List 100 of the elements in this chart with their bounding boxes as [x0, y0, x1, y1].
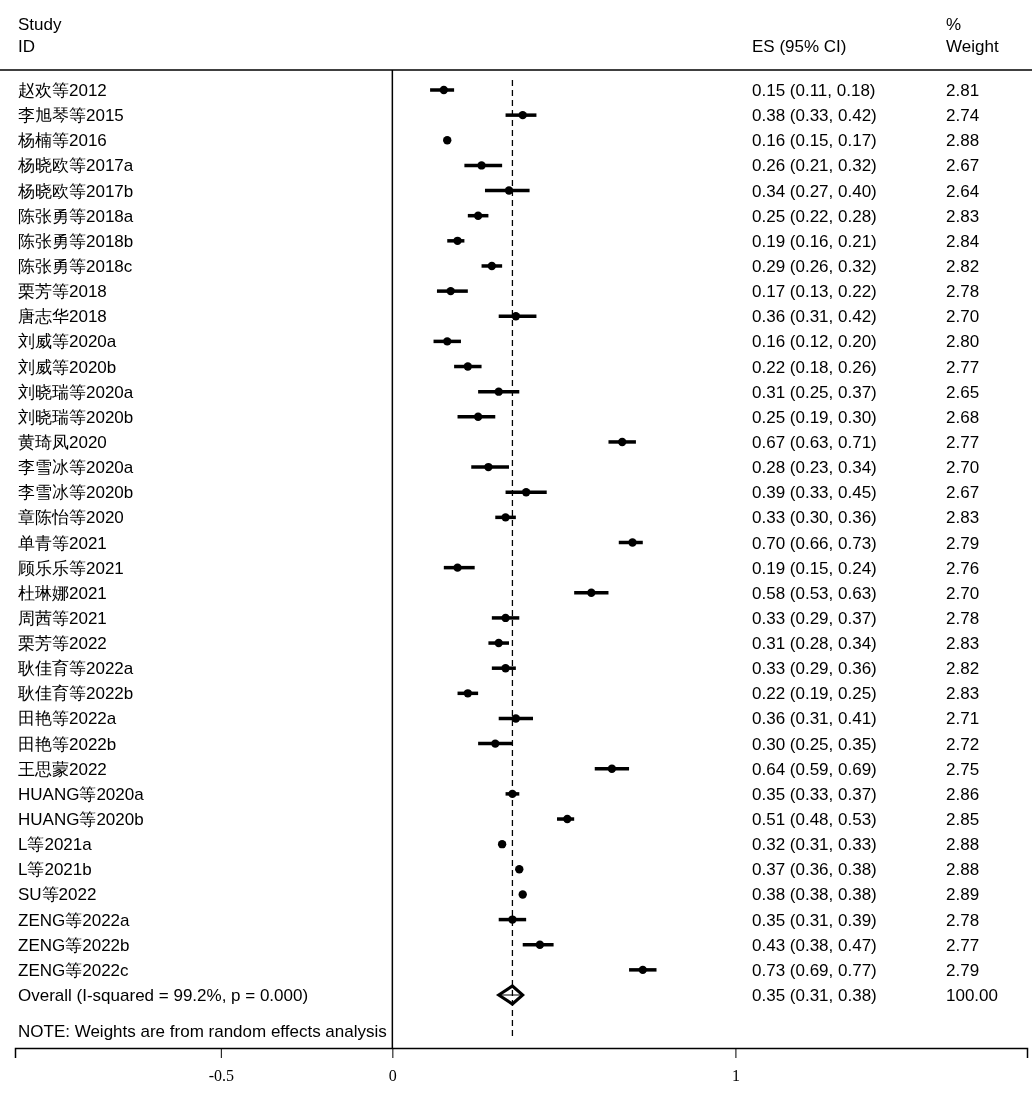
y-tick-label: 赵欢等2012: [18, 81, 107, 100]
annotation: 0.39 (0.33, 0.45): [752, 483, 877, 503]
y-tick-label: 单青等2021: [18, 533, 107, 553]
annotation: 0.35 (0.33, 0.37): [752, 784, 877, 804]
annotation: 0.32 (0.31, 0.33): [752, 835, 877, 855]
annotation: 2.76: [946, 558, 980, 578]
annotation: 2.86: [946, 784, 980, 804]
annotation: 2.83: [946, 206, 980, 226]
annotation: 0.28 (0.23, 0.34): [752, 458, 877, 478]
y-tick-label: 耿佳育等2022b: [18, 684, 134, 704]
y-tick-label: 杜琳娜2021: [18, 583, 107, 603]
annotation: 2.78: [946, 910, 980, 930]
annotation: 2.77: [946, 935, 980, 955]
y-axis-title: Study ID: [18, 15, 62, 56]
annotation: 2.83: [946, 508, 980, 528]
y-tick-label: 刘威等2020a: [18, 332, 117, 352]
annotation: 2.65: [946, 382, 980, 402]
annotation: 2.83: [946, 684, 980, 704]
annotation: 0.22 (0.19, 0.25): [752, 684, 877, 704]
annotation: 2.83: [946, 634, 980, 654]
annotation: 0.67 (0.63, 0.71): [752, 432, 877, 452]
y-tick-label: 李旭琴等2015: [18, 106, 124, 126]
annotation: 0.15 (0.11, 0.18): [752, 81, 876, 100]
y-tick-label: HUANG等2020a: [18, 784, 145, 804]
y-tick-label: SU等2022: [18, 885, 97, 905]
annotation: 0.17 (0.13, 0.22): [752, 282, 877, 302]
annotation: 2.67: [946, 156, 980, 176]
y-tick-label: 周茜等2021: [18, 608, 107, 628]
y-tick-label: 陈张勇等2018a: [18, 206, 134, 226]
annotation: 0.22 (0.18, 0.26): [752, 357, 877, 377]
y-tick-label: ZENG等2022a: [18, 910, 131, 930]
annotation: 2.68: [946, 407, 980, 427]
x-tick-label: -0.5: [208, 1067, 234, 1085]
annotation: 2.85: [946, 810, 980, 830]
y-tick-label: 刘晓瑞等2020a: [18, 382, 134, 402]
y-tick-label: ZENG等2022c: [18, 960, 130, 980]
annotation: 2.64: [946, 181, 980, 201]
annotation: 0.70 (0.66, 0.73): [752, 533, 877, 553]
annotation: 2.79: [946, 533, 980, 553]
annotation: 0.31 (0.28, 0.34): [752, 634, 877, 654]
y-tick-label: 陈张勇等2018b: [18, 231, 134, 251]
annotation: 0.38 (0.38, 0.38): [752, 885, 877, 905]
annotation: 100.00: [946, 986, 998, 1005]
y-tick-label: 顾乐乐等2021: [18, 558, 124, 578]
y-tick-label: HUANG等2020b: [18, 810, 144, 830]
y-tick-label: Overall (I-squared = 99.2%, p = 0.000): [18, 986, 309, 1005]
x-tick-label: 1: [731, 1067, 740, 1085]
annotation: 2.80: [946, 332, 980, 352]
annotation: 2.84: [946, 231, 980, 251]
y-tick-label: 刘威等2020b: [18, 357, 117, 377]
annotation: 0.33 (0.29, 0.37): [752, 608, 877, 628]
annotation: 2.88: [946, 835, 980, 855]
y-tick-label: L等2021b: [18, 860, 92, 880]
annotation: 0.19 (0.15, 0.24): [752, 558, 877, 578]
annotation: 0.33 (0.29, 0.36): [752, 659, 877, 679]
text: NOTE: Weights are from random effects analysis: [18, 1022, 387, 1041]
y-tick-label: 田艳等2022b: [18, 734, 117, 754]
annotation: 2.70: [946, 307, 980, 327]
annotation: 2.74: [946, 106, 980, 126]
y-tick-label: 黄琦凤2020: [18, 432, 107, 452]
y-tick-label: 唐志华2018: [18, 307, 107, 327]
y-tick-label: 栗芳等2018: [18, 282, 107, 302]
y-tick-label: 章陈怡等2020: [18, 508, 124, 528]
y-tick-label: ZENG等2022b: [18, 935, 130, 955]
annotation: 2.75: [946, 759, 980, 779]
annotation: 0.19 (0.16, 0.21): [752, 231, 877, 251]
annotation: 2.70: [946, 583, 980, 603]
annotation: 0.26 (0.21, 0.32): [752, 156, 877, 176]
y-tick-label: 刘晓瑞等2020b: [18, 407, 134, 427]
annotation: 0.64 (0.59, 0.69): [752, 759, 877, 779]
annotation: 2.88: [946, 860, 980, 880]
y-tick-label: 杨楠等2016: [17, 131, 107, 151]
annotation: 0.16 (0.15, 0.17): [752, 131, 877, 151]
annotation: 0.25 (0.19, 0.30): [752, 407, 877, 427]
annotation: 2.70: [946, 458, 980, 478]
y-tick-label: 陈张勇等2018c: [18, 256, 133, 276]
x-tick-label: 0: [388, 1067, 397, 1085]
annotation: 2.81: [946, 81, 980, 100]
annotation: 0.16 (0.12, 0.20): [752, 332, 877, 352]
annotation: 2.71: [946, 709, 980, 729]
y-tick-label: 李雪冰等2020a: [18, 458, 134, 478]
annotation: 0.73 (0.69, 0.77): [752, 960, 877, 980]
annotation: 0.30 (0.25, 0.35): [752, 734, 877, 754]
annotation: 0.51 (0.48, 0.53): [752, 810, 877, 830]
annotation: 0.36 (0.31, 0.41): [752, 709, 877, 729]
annotation: 2.88: [946, 131, 980, 151]
annotation: 0.25 (0.22, 0.28): [752, 206, 877, 226]
y-tick-label: 栗芳等2022: [18, 634, 107, 654]
annotation: 2.79: [946, 960, 980, 980]
annotation: 0.31 (0.25, 0.37): [752, 382, 877, 402]
y-tick-label: 杨晓欧等2017b: [17, 181, 134, 201]
annotation: 2.89: [946, 885, 980, 905]
annotation: 0.29 (0.26, 0.32): [752, 256, 877, 276]
y-tick-label: 耿佳育等2022a: [18, 659, 134, 679]
y-tick-label: 杨晓欧等2017a: [17, 156, 134, 176]
annotation: 2.77: [946, 432, 980, 452]
y-tick-label: L等2021a: [18, 835, 93, 855]
annotation: 2.82: [946, 659, 980, 679]
annotation: 0.33 (0.30, 0.36): [752, 508, 877, 528]
y-tick-label: 王思蒙2022: [18, 759, 107, 779]
